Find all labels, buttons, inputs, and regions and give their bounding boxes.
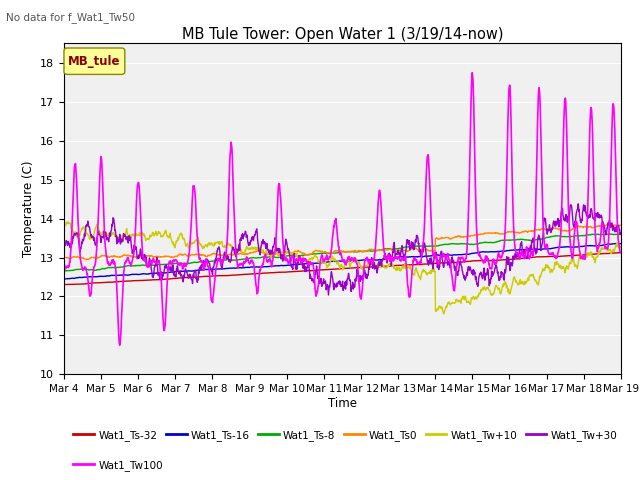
- Wat1_Ts-32: [62, 282, 70, 288]
- Wat1_Tw+10: [297, 258, 305, 264]
- Wat1_Ts-8: [103, 265, 111, 271]
- Wat1_Tw100: [468, 70, 476, 75]
- Wat1_Tw+30: [378, 259, 385, 265]
- Wat1_Ts-32: [104, 279, 111, 285]
- Wat1_Ts-16: [126, 272, 134, 277]
- Wat1_Ts0: [318, 248, 326, 254]
- Wat1_Tw100: [318, 252, 326, 258]
- Wat1_Tw100: [103, 257, 111, 263]
- Wat1_Tw+10: [440, 311, 447, 317]
- Wat1_Tw+30: [126, 238, 134, 243]
- Title: MB Tule Tower: Open Water 1 (3/19/14-now): MB Tule Tower: Open Water 1 (3/19/14-now…: [182, 27, 503, 42]
- Wat1_Ts-16: [617, 241, 625, 247]
- Line: Wat1_Tw+10: Wat1_Tw+10: [64, 222, 621, 314]
- Wat1_Ts-16: [103, 273, 111, 278]
- Wat1_Tw100: [378, 205, 385, 211]
- Text: MB_tule: MB_tule: [68, 55, 121, 68]
- Wat1_Ts-8: [318, 251, 326, 256]
- Legend: Wat1_Tw100: Wat1_Tw100: [69, 456, 167, 475]
- Wat1_Tw+30: [574, 201, 582, 207]
- Wat1_Tw+30: [318, 284, 326, 289]
- Line: Wat1_Ts-32: Wat1_Ts-32: [64, 252, 621, 285]
- Wat1_Tw100: [617, 250, 625, 256]
- Wat1_Ts-16: [308, 261, 316, 266]
- Text: No data for f_Wat1_Tw50: No data for f_Wat1_Tw50: [6, 12, 136, 23]
- Wat1_Ts0: [308, 251, 316, 257]
- Line: Wat1_Ts-16: Wat1_Ts-16: [64, 243, 621, 279]
- Wat1_Tw+10: [64, 219, 72, 225]
- Wat1_Ts0: [104, 254, 111, 260]
- Wat1_Ts-8: [308, 252, 316, 257]
- Line: Wat1_Tw+30: Wat1_Tw+30: [64, 204, 621, 295]
- Wat1_Ts0: [378, 247, 385, 253]
- Line: Wat1_Ts0: Wat1_Ts0: [64, 224, 621, 260]
- Wat1_Ts-32: [617, 250, 625, 255]
- Wat1_Ts-16: [613, 240, 621, 246]
- Wat1_Ts-32: [318, 267, 326, 273]
- Wat1_Tw+10: [308, 256, 316, 262]
- Wat1_Tw+10: [104, 232, 111, 238]
- Wat1_Ts-8: [60, 268, 68, 274]
- Wat1_Tw+10: [126, 233, 134, 239]
- Wat1_Tw+10: [318, 258, 326, 264]
- Wat1_Ts0: [126, 253, 134, 259]
- Wat1_Ts-32: [60, 282, 68, 288]
- Wat1_Tw+10: [60, 221, 68, 227]
- Wat1_Tw100: [60, 261, 68, 266]
- Wat1_Ts-16: [296, 261, 304, 267]
- Wat1_Ts-16: [60, 276, 68, 282]
- Wat1_Ts-32: [378, 264, 385, 269]
- Wat1_Ts0: [60, 254, 68, 260]
- Wat1_Ts-8: [377, 247, 385, 253]
- Wat1_Tw+30: [617, 231, 625, 237]
- Wat1_Ts-16: [318, 260, 326, 265]
- Wat1_Ts-32: [616, 250, 624, 255]
- Wat1_Tw100: [116, 342, 124, 348]
- Wat1_Ts-32: [297, 268, 305, 274]
- Wat1_Ts-32: [126, 278, 134, 284]
- Wat1_Tw+10: [378, 263, 385, 268]
- Wat1_Tw+30: [324, 292, 332, 298]
- Line: Wat1_Ts-8: Wat1_Ts-8: [64, 234, 621, 271]
- Wat1_Tw+30: [103, 236, 111, 242]
- Wat1_Tw+10: [617, 244, 625, 250]
- Wat1_Tw100: [297, 257, 305, 263]
- Wat1_Tw+30: [60, 246, 68, 252]
- X-axis label: Time: Time: [328, 397, 357, 410]
- Wat1_Ts0: [297, 249, 305, 255]
- Wat1_Ts-16: [377, 257, 385, 263]
- Wat1_Tw100: [308, 260, 316, 266]
- Wat1_Tw100: [126, 260, 134, 266]
- Wat1_Ts0: [83, 257, 90, 263]
- Wat1_Ts-32: [308, 268, 316, 274]
- Wat1_Tw+30: [308, 278, 316, 284]
- Wat1_Ts-8: [126, 263, 134, 268]
- Wat1_Ts-8: [296, 253, 304, 259]
- Y-axis label: Temperature (C): Temperature (C): [22, 160, 35, 257]
- Line: Wat1_Tw100: Wat1_Tw100: [64, 72, 621, 345]
- Wat1_Tw+30: [296, 254, 304, 260]
- Wat1_Ts-8: [617, 231, 625, 237]
- Wat1_Ts0: [608, 221, 616, 227]
- Wat1_Ts0: [617, 222, 625, 228]
